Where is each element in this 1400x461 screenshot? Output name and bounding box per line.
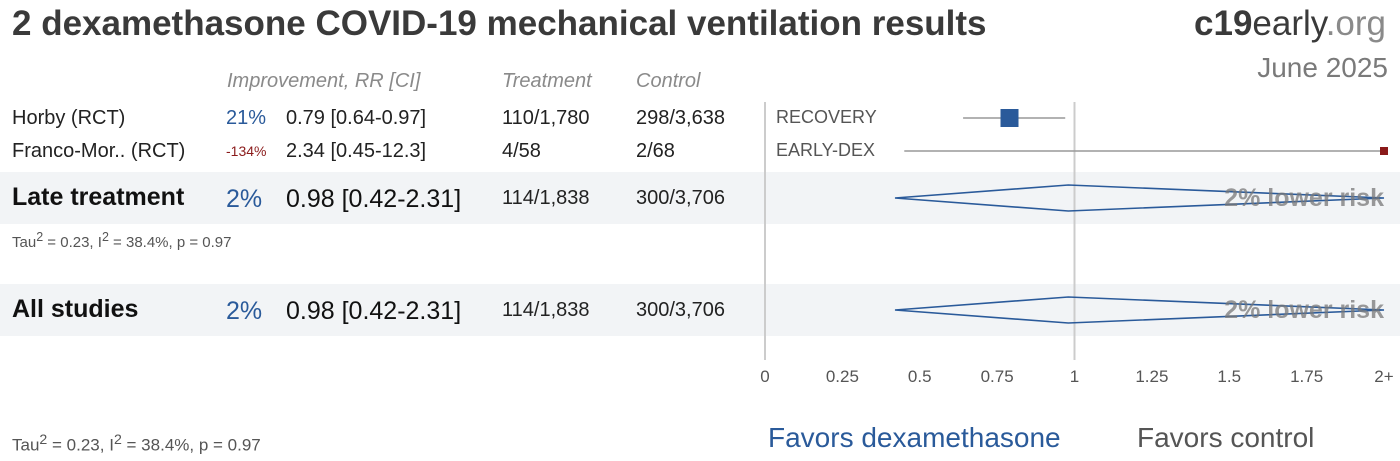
favors-treatment-label: Favors dexamethasone: [768, 422, 1061, 454]
late-treatment-risk-label: 2% lower risk: [1224, 184, 1384, 213]
x-tick-label: 1: [1070, 367, 1079, 387]
study-point-marker: [1001, 109, 1019, 127]
x-tick-label: 0.25: [826, 367, 859, 387]
x-tick-label: 0: [760, 367, 769, 387]
x-tick-label: 1.75: [1290, 367, 1323, 387]
all-studies-risk-label: 2% lower risk: [1224, 296, 1384, 325]
x-tick-label: 0.75: [981, 367, 1014, 387]
x-tick-label: 2+: [1374, 367, 1393, 387]
x-tick-label: 0.5: [908, 367, 932, 387]
forest-plot: [0, 0, 1400, 461]
x-tick-label: 1.25: [1135, 367, 1168, 387]
x-tick-label: 1.5: [1217, 367, 1241, 387]
favors-control-label: Favors control: [1137, 422, 1314, 454]
study-point-marker: [1380, 147, 1388, 155]
bottom-heterogeneity: Tau2 = 0.23, I2 = 38.4%, p = 0.97: [12, 432, 261, 456]
